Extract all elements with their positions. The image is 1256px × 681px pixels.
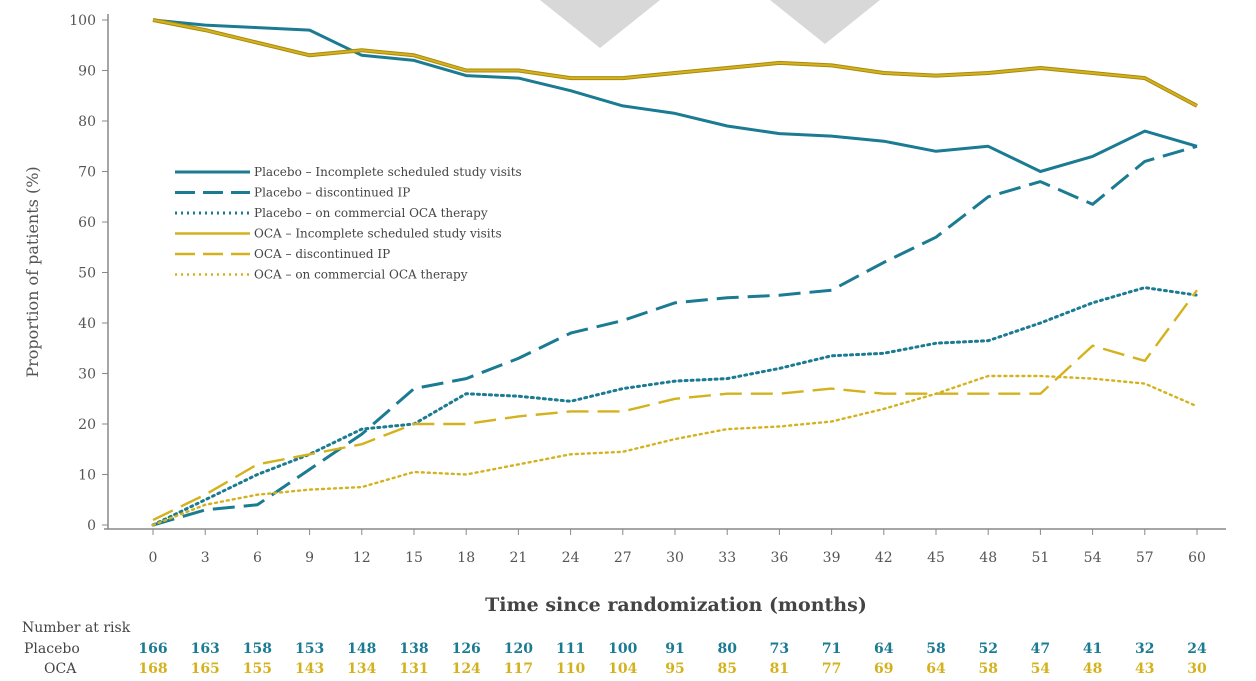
risk-value: 64 <box>926 661 946 677</box>
x-tick-label: 27 <box>614 550 632 566</box>
risk-row-label: Placebo <box>24 641 80 657</box>
legend-label-6: OCA – on commercial OCA therapy <box>254 268 468 282</box>
risk-value: 32 <box>1135 641 1154 657</box>
risk-value: 58 <box>926 641 945 657</box>
x-tick-label: 18 <box>457 550 475 566</box>
risk-value: 126 <box>452 641 481 657</box>
y-tick-label: 10 <box>78 468 96 484</box>
risk-value: 158 <box>243 641 272 657</box>
x-tick-label: 9 <box>305 550 314 566</box>
risk-value: 91 <box>665 641 684 657</box>
risk-value: 73 <box>770 641 789 657</box>
series-line-1 <box>152 18 1198 173</box>
risk-value: 58 <box>978 661 997 677</box>
risk-row-label: OCA <box>44 661 77 677</box>
risk-value: 48 <box>1083 661 1102 677</box>
risk-value: 155 <box>243 661 272 677</box>
risk-value: 166 <box>138 641 167 657</box>
legend-label-2: Placebo – discontinued IP <box>254 186 410 200</box>
y-tick-label: 100 <box>69 13 96 29</box>
risk-table-title: Number at risk <box>22 620 131 636</box>
x-tick-label: 0 <box>149 550 158 566</box>
y-tick-label: 80 <box>78 114 96 130</box>
chart-legend: Placebo – Incomplete scheduled study vis… <box>175 165 522 282</box>
risk-value: 117 <box>504 661 533 677</box>
x-tick-label: 48 <box>979 550 997 566</box>
x-tick-label: 42 <box>875 550 893 566</box>
risk-value: 153 <box>295 641 324 657</box>
x-tick-label: 33 <box>718 550 736 566</box>
risk-value: 165 <box>191 661 220 677</box>
legend-label-4: OCA – Incomplete scheduled study visits <box>254 227 502 241</box>
risk-value: 41 <box>1083 641 1102 657</box>
legend-label-5: OCA – discontinued IP <box>254 247 390 261</box>
x-tick-label: 12 <box>353 550 371 566</box>
legend-label-1: Placebo – Incomplete scheduled study vis… <box>254 165 522 179</box>
risk-value: 54 <box>1031 661 1051 677</box>
x-tick-label: 39 <box>823 550 841 566</box>
x-tick-label: 60 <box>1188 550 1206 566</box>
x-tick-label: 21 <box>509 550 527 566</box>
x-tick-label: 51 <box>1031 550 1049 566</box>
y-tick-label: 70 <box>78 165 96 181</box>
chart-series <box>151 18 1199 527</box>
risk-value: 168 <box>138 661 167 677</box>
series-line-4-outline <box>152 18 1198 108</box>
x-tick-label: 45 <box>927 550 945 566</box>
x-tick-label: 24 <box>562 550 580 566</box>
x-tick-label: 30 <box>666 550 684 566</box>
x-tick-label: 54 <box>1084 550 1102 566</box>
number-at-risk-table: Number at risk Placebo 166 163 158 153 148 138… <box>22 620 1207 677</box>
risk-value: 111 <box>556 641 585 657</box>
x-tick-label: 6 <box>253 550 262 566</box>
y-tick-label: 40 <box>78 316 96 332</box>
x-tick-label: 36 <box>770 550 788 566</box>
risk-value: 43 <box>1135 661 1154 677</box>
risk-value: 134 <box>347 661 376 677</box>
x-tick-label: 3 <box>201 550 210 566</box>
risk-value: 52 <box>978 641 997 657</box>
y-tick-label: 20 <box>78 417 96 433</box>
risk-value: 85 <box>717 661 736 677</box>
risk-value: 110 <box>556 661 585 677</box>
risk-value: 64 <box>874 641 894 657</box>
series-line-3 <box>151 286 1199 527</box>
risk-value: 80 <box>717 641 737 657</box>
risk-value: 124 <box>452 661 481 677</box>
y-tick-label: 0 <box>87 518 96 534</box>
risk-value: 47 <box>1031 641 1050 657</box>
series-line-5 <box>152 289 1198 522</box>
header-decoration-right <box>770 0 880 44</box>
risk-value: 104 <box>608 661 637 677</box>
risk-value: 81 <box>770 661 789 677</box>
risk-value: 100 <box>608 641 637 657</box>
risk-value: 163 <box>191 641 220 657</box>
risk-value: 138 <box>399 641 428 657</box>
risk-value: 148 <box>347 641 376 657</box>
risk-value: 131 <box>399 661 428 677</box>
risk-value: 24 <box>1187 641 1207 657</box>
risk-value: 77 <box>822 661 841 677</box>
legend-label-3: Placebo – on commercial OCA therapy <box>254 206 488 220</box>
x-axis-title: Time since randomization (months) <box>485 594 867 616</box>
risk-value: 69 <box>874 661 893 677</box>
y-tick-label: 90 <box>78 64 96 80</box>
x-tick-label: 57 <box>1136 550 1154 566</box>
y-tick-label: 50 <box>78 266 96 282</box>
series-line-6 <box>151 374 1199 527</box>
header-decoration-left <box>540 0 660 48</box>
risk-value: 143 <box>295 661 324 677</box>
risk-value: 30 <box>1187 661 1207 677</box>
series-line-4 <box>152 19 1198 107</box>
x-tick-label: 15 <box>405 550 423 566</box>
y-axis-title: Proportion of patients (%) <box>23 166 42 377</box>
y-tick-label: 60 <box>78 215 96 231</box>
risk-value: 71 <box>822 641 841 657</box>
y-tick-label: 30 <box>78 367 96 383</box>
risk-value: 120 <box>504 641 533 657</box>
risk-value: 95 <box>665 661 684 677</box>
series-line-2 <box>152 144 1198 527</box>
